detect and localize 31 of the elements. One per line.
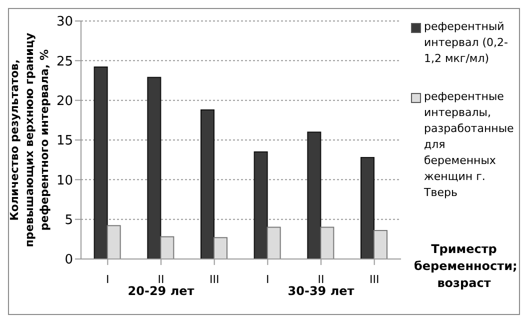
x-tick-label: III [209, 272, 220, 286]
bar [160, 236, 174, 259]
y-axis-title: Количество результатов, превышающих верхнюю границу референтного интервала, % [7, 32, 52, 250]
bar [200, 109, 214, 259]
text: 20-29 лет [126, 284, 196, 298]
legend-label: референтные интервалы, разработанные для беременных женщин г. Тверь [424, 89, 515, 201]
bar [374, 230, 388, 259]
y-tick-label: 0 [64, 252, 73, 268]
x-tick-label: II [158, 272, 164, 286]
x-tick-label: III [369, 272, 380, 286]
bar [307, 132, 322, 259]
y-tick-label: 15 [56, 134, 73, 149]
y-tick-label: 30 [56, 14, 73, 30]
y-tick-label: 5 [64, 212, 73, 228]
y-tick-label: 10 [56, 173, 73, 188]
bar [266, 226, 281, 259]
bar [147, 76, 162, 259]
bar [214, 237, 228, 259]
x-tick-label: I [106, 272, 110, 286]
bar [320, 226, 334, 259]
x-tick-label: I [266, 272, 270, 286]
bar [94, 66, 108, 259]
text: 30-39 лет [286, 284, 356, 298]
bar [360, 156, 374, 259]
bar [106, 225, 121, 259]
x-tick-label: II [318, 272, 324, 286]
legend-label: референтный интервал (0,2-1,2 мкг/мл) [424, 19, 510, 67]
bar [254, 151, 268, 259]
y-tick-label: 20 [56, 94, 73, 109]
y-tick-label: 25 [56, 54, 73, 70]
x-axis-title: Триместр беременности; возраст [414, 241, 518, 292]
